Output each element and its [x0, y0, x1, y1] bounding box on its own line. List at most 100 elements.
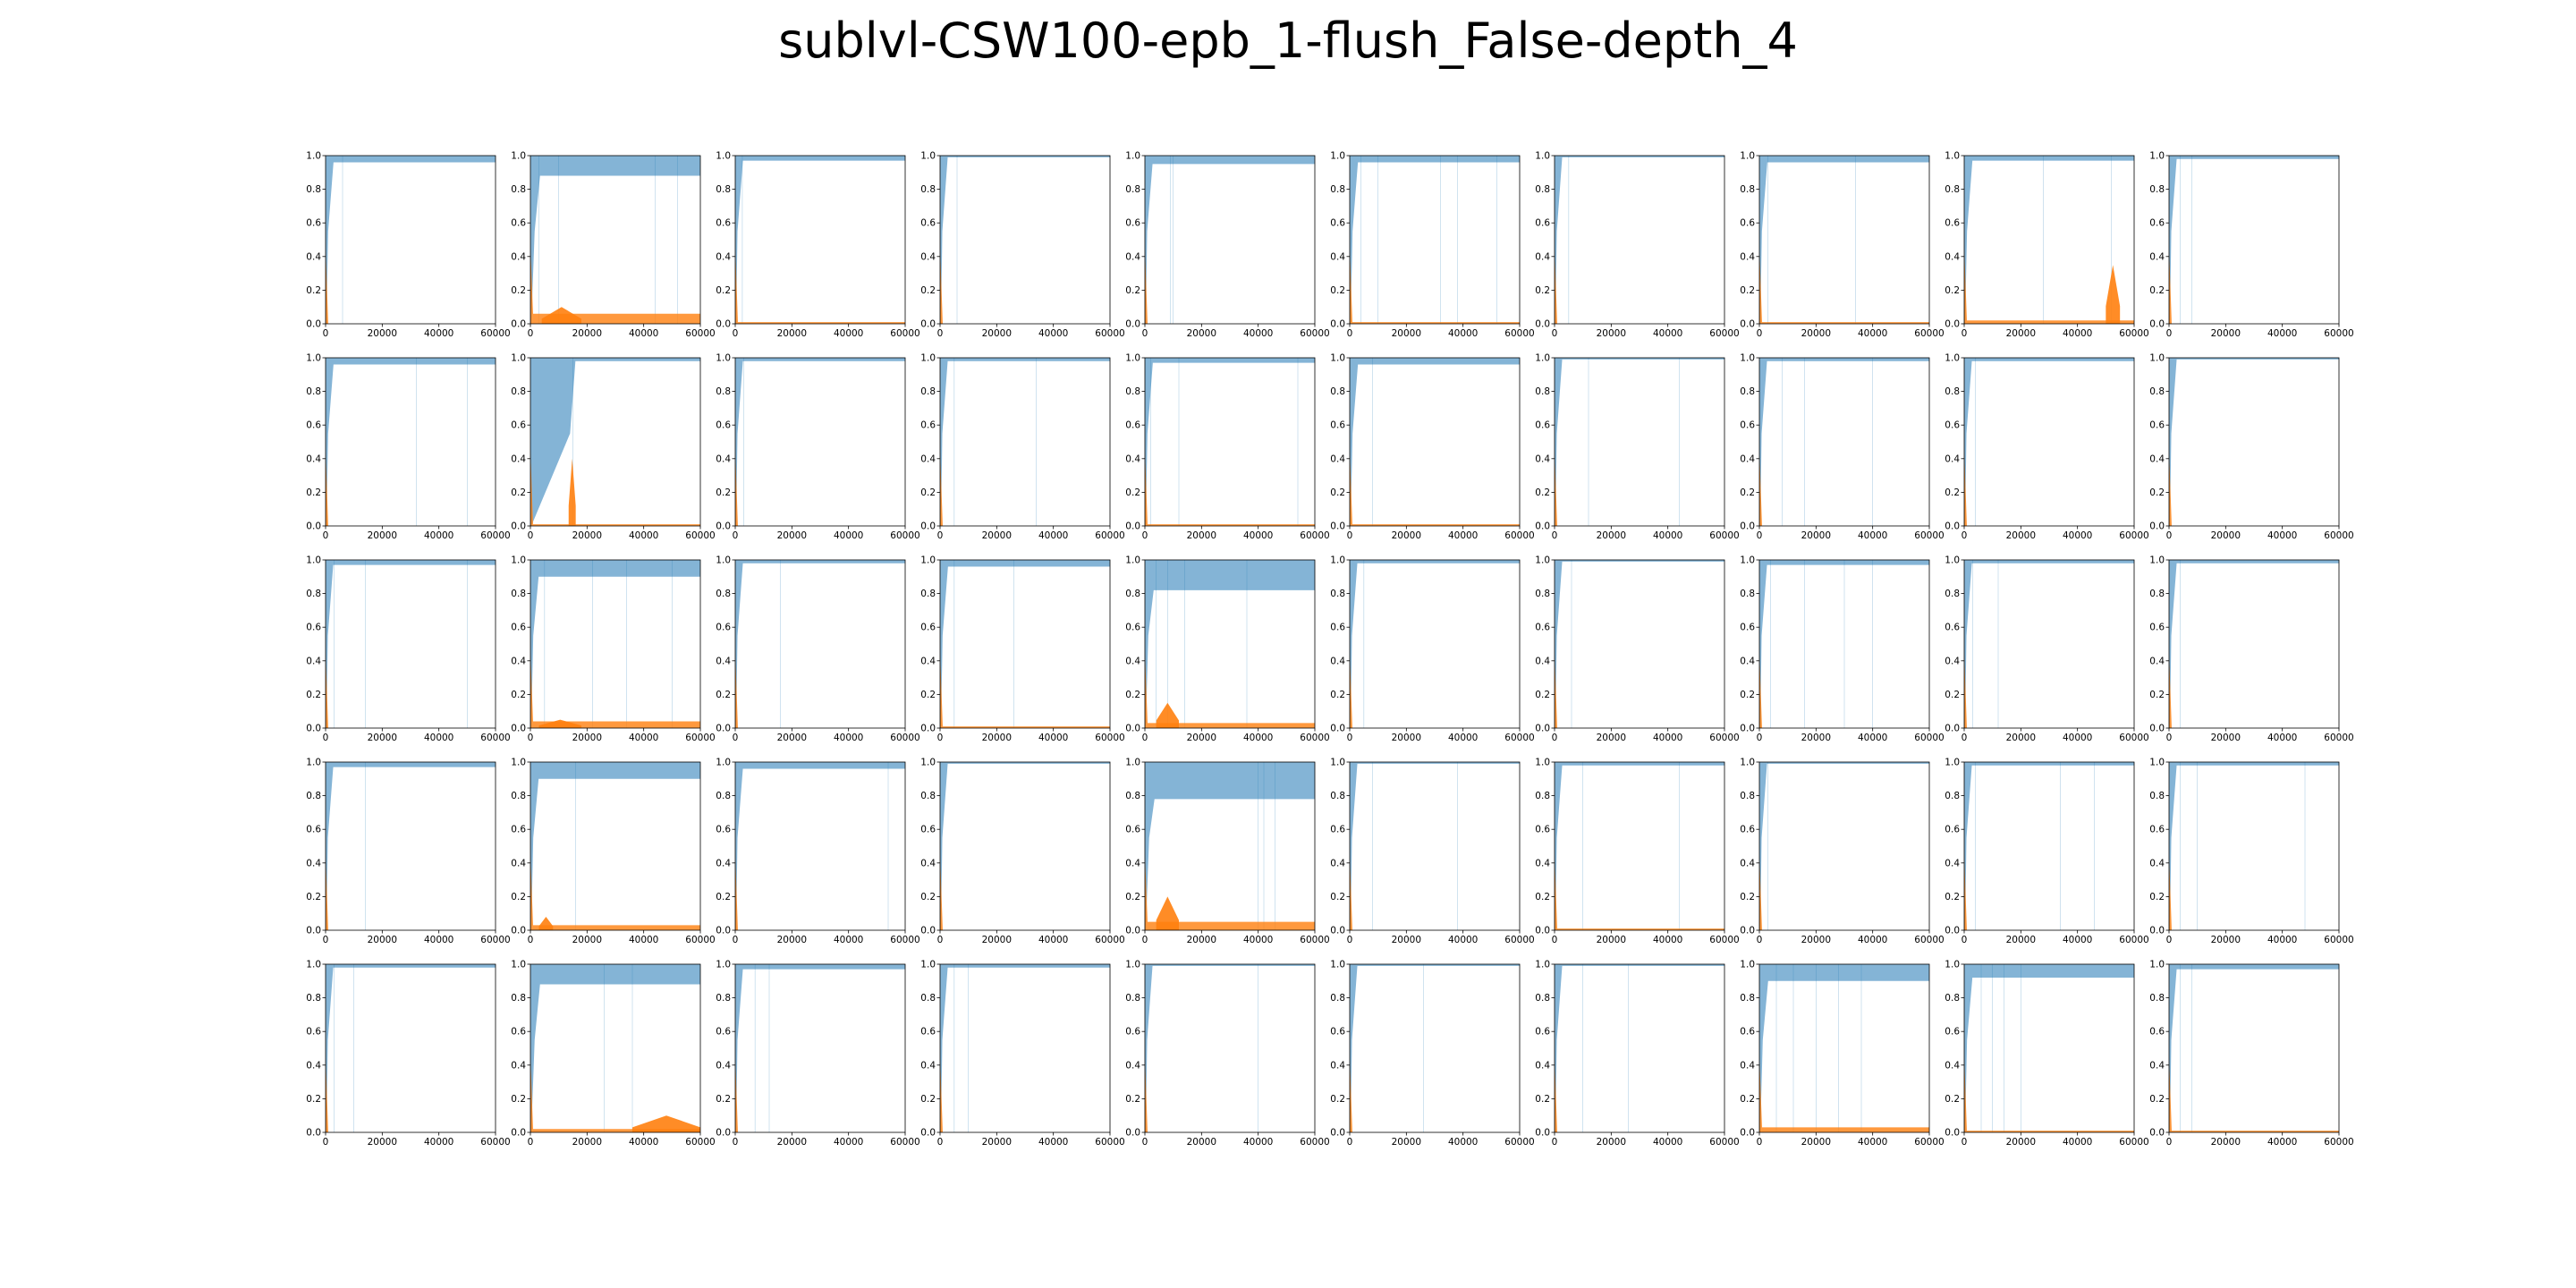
- y-tick-label: 0.8: [1125, 589, 1140, 599]
- y-tick-label: 0.8: [1330, 993, 1345, 1004]
- y-tick-label: 1.0: [1535, 960, 1550, 970]
- series-upper-area: [735, 358, 905, 526]
- x-tick-label: 40000: [1653, 328, 1682, 339]
- axes-frame: [325, 155, 496, 325]
- series-upper-area: [530, 156, 700, 324]
- axes-frame: [530, 559, 701, 729]
- x-tick-label: 60000: [480, 733, 510, 743]
- series-lower-area: [2169, 1056, 2339, 1132]
- y-tick-label: 0.6: [1945, 218, 1960, 229]
- y-tick-label: 0.4: [2149, 858, 2165, 869]
- y-tick-label: 0.2: [1740, 690, 1755, 700]
- y-tick-label: 0.0: [1330, 521, 1345, 532]
- x-tick-label: 40000: [2063, 935, 2092, 945]
- y-tick-label: 1.0: [920, 758, 936, 768]
- x-tick-label: 40000: [2063, 733, 2092, 743]
- panel-4-6: 0.0 0.2 0.4 0.6 0.8 1.0 0 20000 40000 60000: [1330, 758, 1534, 946]
- x-tick-label: 0: [323, 935, 329, 945]
- x-tick-label: 20000: [982, 1137, 1012, 1148]
- axes-frame: [2168, 963, 2340, 1133]
- y-tick-label: 0.2: [920, 285, 936, 296]
- series-upper-area: [1350, 762, 1520, 930]
- y-tick-label: 0.6: [1740, 825, 1755, 835]
- x-tick-label: 20000: [2006, 733, 2036, 743]
- y-tick-label: 0.8: [306, 386, 321, 397]
- y-tick-label: 1.0: [1125, 960, 1140, 970]
- x-tick-label: 20000: [1392, 530, 1421, 541]
- x-tick-label: 0: [937, 1137, 944, 1148]
- axes-frame: [939, 559, 1111, 729]
- y-tick-label: 0.6: [511, 1027, 526, 1038]
- x-tick-label: 40000: [2267, 935, 2297, 945]
- y-tick-label: 1.0: [1945, 353, 1960, 364]
- y-tick-label: 0.8: [920, 386, 936, 397]
- x-tick-label: 0: [528, 530, 534, 541]
- x-tick-label: 40000: [2063, 530, 2092, 541]
- x-tick-label: 0: [1962, 733, 1968, 743]
- y-tick-label: 0.6: [1125, 623, 1140, 633]
- panel-2-8: 0.0 0.2 0.4 0.6 0.8 1.0 0 20000 40000 60000: [1740, 353, 1944, 542]
- series-upper-area: [940, 964, 1110, 1132]
- x-tick-label: 40000: [1858, 1137, 1887, 1148]
- axes-frame: [1144, 155, 1316, 325]
- x-tick-label: 60000: [2119, 935, 2148, 945]
- y-tick-label: 0.6: [2149, 1027, 2165, 1038]
- y-tick-label: 0.0: [306, 319, 321, 330]
- panel-4-9: 0.0 0.2 0.4 0.6 0.8 1.0 0 20000 40000 60000: [1945, 758, 2148, 946]
- panel-4-3: 0.0 0.2 0.4 0.6 0.8 1.0 0 20000 40000 60000: [716, 758, 919, 946]
- panel-5-4: 0.0 0.2 0.4 0.6 0.8 1.0 0 20000 40000 60000: [920, 960, 1124, 1148]
- series-lower-bump: [632, 1115, 700, 1132]
- x-tick-label: 40000: [1243, 328, 1273, 339]
- series-upper-area: [530, 358, 700, 526]
- x-tick-label: 60000: [1504, 1137, 1534, 1148]
- series-upper-area: [1350, 964, 1520, 1132]
- x-tick-label: 40000: [1038, 733, 1068, 743]
- y-tick-label: 0.2: [306, 1094, 321, 1105]
- x-tick-label: 40000: [1243, 1137, 1273, 1148]
- series-lower-area: [326, 854, 496, 930]
- x-tick-label: 60000: [1914, 530, 1944, 541]
- panel-5-5: 0.0 0.2 0.4 0.6 0.8 1.0 0 20000 40000 60000: [1125, 960, 1329, 1148]
- y-tick-label: 0.4: [1125, 858, 1140, 869]
- x-tick-label: 40000: [424, 733, 453, 743]
- y-tick-label: 0.2: [1945, 487, 1960, 498]
- x-tick-label: 60000: [890, 530, 919, 541]
- y-tick-label: 1.0: [306, 353, 321, 364]
- y-tick-label: 0.4: [716, 453, 731, 464]
- series-upper-area: [326, 964, 496, 1132]
- y-tick-label: 1.0: [920, 555, 936, 566]
- series-lower-area: [1350, 652, 1520, 728]
- y-tick-label: 0.0: [1125, 926, 1140, 936]
- y-tick-label: 0.2: [1535, 487, 1550, 498]
- axes-frame: [1144, 963, 1316, 1133]
- series-upper-area: [1145, 560, 1315, 728]
- x-tick-label: 20000: [1801, 935, 1831, 945]
- x-tick-label: 60000: [2119, 733, 2148, 743]
- panel-5-8: 0.0 0.2 0.4 0.6 0.8 1.0 0 20000 40000 60000: [1740, 960, 1944, 1148]
- y-tick-label: 0.8: [716, 791, 731, 801]
- y-tick-label: 0.8: [920, 589, 936, 599]
- series-upper-area: [530, 964, 700, 1132]
- x-tick-label: 20000: [2006, 935, 2036, 945]
- y-tick-label: 0.6: [1125, 218, 1140, 229]
- x-tick-label: 20000: [777, 530, 807, 541]
- x-tick-label: 20000: [1597, 733, 1626, 743]
- y-tick-label: 1.0: [1125, 555, 1140, 566]
- series-lower-area: [735, 1056, 905, 1132]
- y-tick-label: 1.0: [920, 151, 936, 162]
- x-tick-label: 60000: [1300, 935, 1329, 945]
- panel-2-3: 0.0 0.2 0.4 0.6 0.8 1.0 0 20000 40000 60000: [716, 353, 919, 542]
- panel-3-6: 0.0 0.2 0.4 0.6 0.8 1.0 0 20000 40000 60000: [1330, 555, 1534, 744]
- y-tick-label: 0.2: [1330, 892, 1345, 902]
- series-lower-area: [1759, 1056, 1929, 1132]
- y-tick-label: 0.4: [2149, 453, 2165, 464]
- panel-1-4: 0.0 0.2 0.4 0.6 0.8 1.0 0 20000 40000 60000: [920, 151, 1124, 340]
- y-tick-label: 0.4: [2149, 656, 2165, 666]
- x-tick-label: 60000: [1504, 935, 1534, 945]
- y-tick-label: 1.0: [511, 555, 526, 566]
- series-lower-area: [1555, 450, 1724, 526]
- y-tick-label: 0.8: [511, 791, 526, 801]
- y-tick-label: 0.0: [1945, 319, 1960, 330]
- y-tick-label: 0.8: [1945, 386, 1960, 397]
